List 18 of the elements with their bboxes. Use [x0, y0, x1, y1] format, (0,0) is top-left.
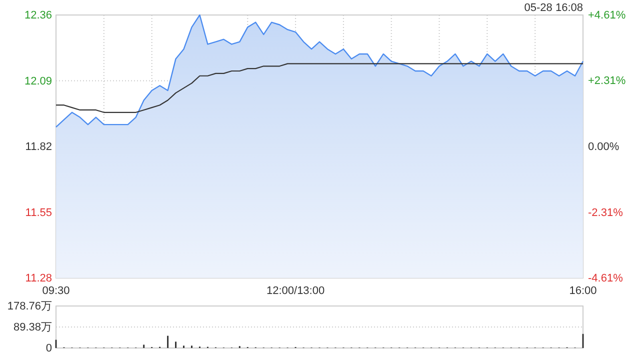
y-tick-label: 11.82: [25, 141, 52, 154]
y-tick-label: 12.09: [24, 75, 52, 88]
x-tick-label: 12:00/13:00: [266, 284, 325, 297]
y2-tick-label: 0.00%: [588, 141, 620, 154]
y-tick-label: 89.38万: [13, 322, 52, 334]
y2-tick-label: -2.31%: [588, 206, 624, 219]
line-series: [55, 63, 584, 113]
y-tick-label: 0: [46, 342, 52, 355]
y2-tick-label: +4.61%: [588, 10, 626, 22]
y-tick-label: 11.55: [25, 206, 52, 219]
y2-tick-label: -4.61%: [588, 272, 624, 285]
y-tick-label: 178.76万: [7, 300, 52, 313]
text: 05-28 16:08: [524, 2, 583, 14]
y-tick-label: 11.28: [25, 272, 52, 285]
x-tick-label: 16:00: [569, 284, 597, 297]
y2-tick-label: +2.31%: [588, 75, 626, 88]
x-tick-label: 09:30: [42, 284, 70, 297]
y-tick-label: 12.36: [24, 10, 52, 22]
